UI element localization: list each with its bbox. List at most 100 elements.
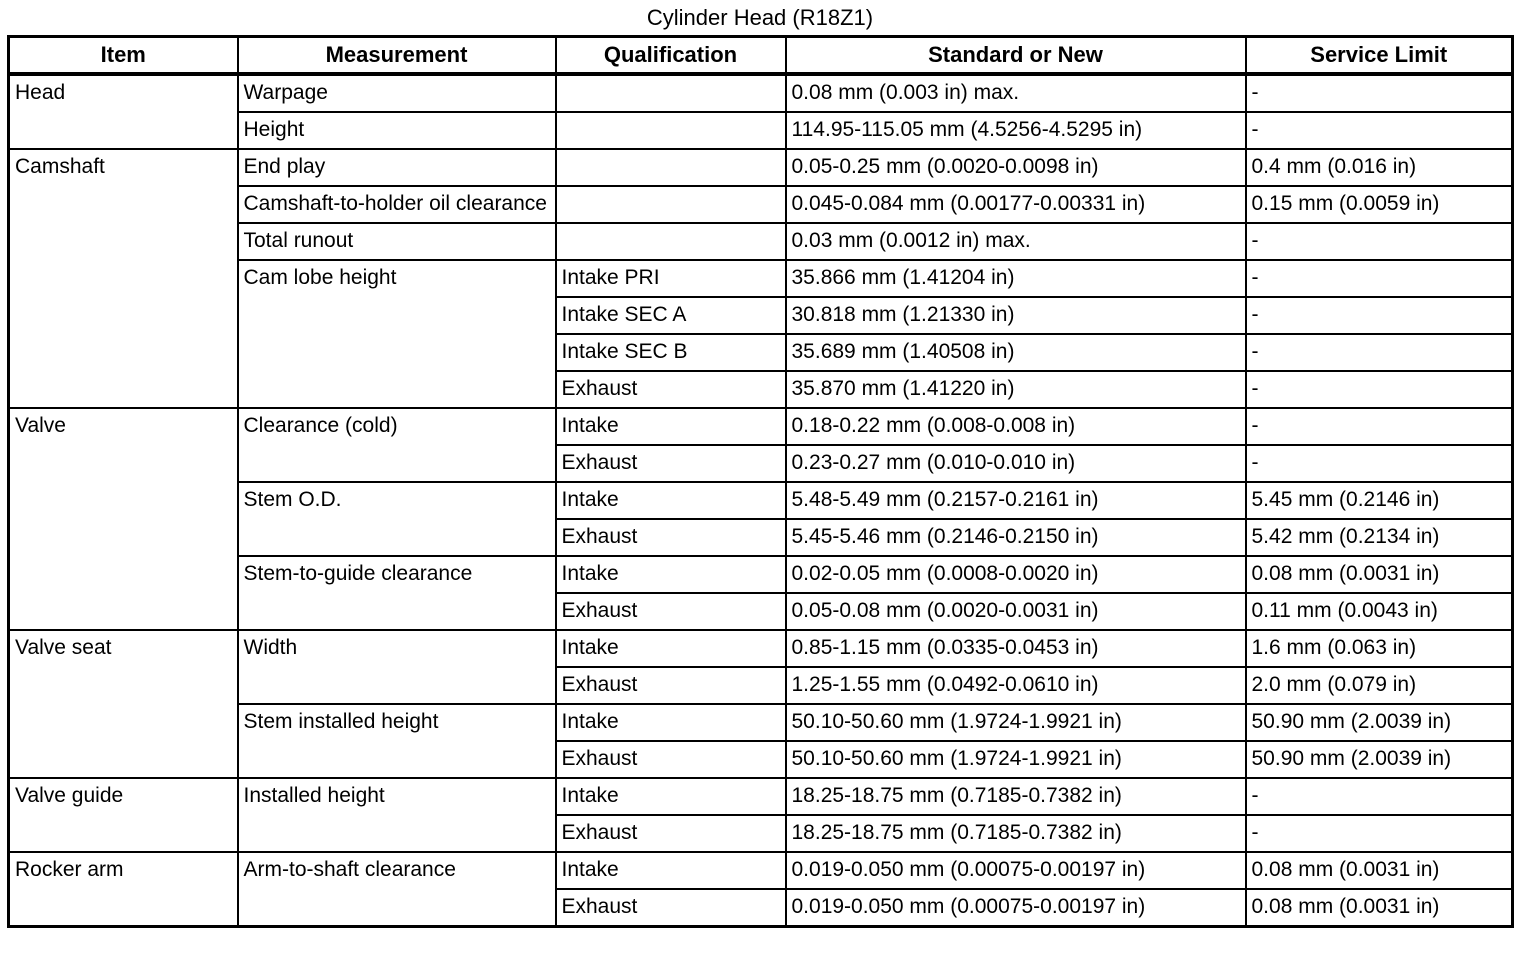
service-limit-cell: 5.45 mm (0.2146 in) — [1244, 481, 1514, 520]
item-cell: Rocker arm — [7, 851, 239, 928]
standard-cell: 0.08 mm (0.003 in) max. — [784, 73, 1247, 113]
qualification-cell: Intake PRI — [554, 259, 787, 298]
qualification-cell — [554, 73, 787, 113]
service-limit-cell: - — [1244, 296, 1514, 335]
service-limit-cell: 50.90 mm (2.0039 in) — [1244, 703, 1514, 742]
table-row: Height 114.95-115.05 mm (4.5256-4.5295 in… — [9, 111, 1514, 150]
table-row: Stem installed height Intake 50.10-50.60 m… — [9, 703, 1514, 779]
standard-cell: 30.818 mm (1.21330 in) — [784, 296, 1247, 335]
standard-cell: 0.045-0.084 mm (0.00177-0.00331 in) — [784, 185, 1247, 224]
table-row: Exhaust 5.45-5.46 mm (0.2146-0.2150 in) 5.… — [9, 518, 1514, 557]
qualification-cell: Intake — [554, 629, 787, 668]
table-row: Rocker arm Arm-to-shaft clearance Intake 0.… — [7, 851, 1514, 928]
qualification-cell — [554, 148, 787, 187]
table-row: Head Warpage 0.08 mm (0.003 in) max. - — [7, 73, 1514, 150]
qualification-cell — [554, 111, 787, 150]
table-row: Exhaust 50.10-50.60 mm (1.9724-1.9921 in)… — [9, 740, 1514, 779]
table-row: Exhaust 0.23-0.27 mm (0.010-0.010 in) - — [9, 444, 1514, 483]
column-header-qualification: Qualification — [554, 35, 787, 76]
measurement-cell: Stem O.D. — [236, 481, 557, 557]
qualification-cell: Exhaust — [554, 370, 787, 409]
table-row: Stem O.D. Intake 5.48-5.49 mm (0.2157-0.21… — [9, 481, 1514, 557]
table-row: Valve guide Installed height Intake 18.25-1… — [7, 777, 1514, 853]
table-row: Stem-to-guide clearance Intake 0.02-0.05 m… — [9, 555, 1514, 631]
table-row: Intake SEC B 35.689 mm (1.40508 in) - — [9, 333, 1514, 372]
service-limit-cell: - — [1244, 407, 1514, 446]
measurement-cell: Height — [236, 111, 557, 150]
service-limit-cell: - — [1244, 111, 1514, 150]
qualification-cell: Intake — [554, 777, 787, 816]
table-row: Exhaust 1.25-1.55 mm (0.0492-0.0610 in) 2.… — [9, 666, 1514, 705]
standard-cell: 18.25-18.75 mm (0.7185-0.7382 in) — [784, 777, 1247, 816]
table-row: Camshaft-to-holder oil clearance 0.045-0.… — [9, 185, 1514, 224]
standard-cell: 35.866 mm (1.41204 in) — [784, 259, 1247, 298]
service-limit-cell: - — [1244, 370, 1514, 409]
table-row: Exhaust 0.05-0.08 mm (0.0020-0.0031 in) 0.… — [9, 592, 1514, 631]
qualification-cell: Intake SEC B — [554, 333, 787, 372]
measurement-cell: Clearance (cold) — [236, 407, 557, 483]
standard-cell: 0.18-0.22 mm (0.008-0.008 in) — [784, 407, 1247, 446]
qualification-cell — [554, 185, 787, 224]
column-header-measurement: Measurement — [236, 35, 557, 76]
column-header-item: Item — [7, 35, 239, 76]
qualification-cell: Intake — [554, 555, 787, 594]
standard-cell: 0.02-0.05 mm (0.0008-0.0020 in) — [784, 555, 1247, 594]
service-limit-cell: - — [1244, 333, 1514, 372]
service-limit-cell: - — [1244, 814, 1514, 853]
table-row: Camshaft End play 0.05-0.25 mm (0.0020-0.0… — [7, 148, 1514, 409]
standard-cell: 0.019-0.050 mm (0.00075-0.00197 in) — [784, 851, 1247, 890]
standard-cell: 0.85-1.15 mm (0.0335-0.0453 in) — [784, 629, 1247, 668]
service-limit-cell: 0.4 mm (0.016 in) — [1244, 148, 1514, 187]
standard-cell: 0.23-0.27 mm (0.010-0.010 in) — [784, 444, 1247, 483]
qualification-cell — [554, 222, 787, 261]
standard-cell: 18.25-18.75 mm (0.7185-0.7382 in) — [784, 814, 1247, 853]
item-cell: Camshaft — [7, 148, 239, 409]
table-row: Valve seat Width Intake 0.85-1.15 mm (0.033… — [7, 629, 1514, 779]
service-limit-cell: 1.6 mm (0.063 in) — [1244, 629, 1514, 668]
measurement-cell: Total runout — [236, 222, 557, 261]
qualification-cell: Exhaust — [554, 814, 787, 853]
standard-cell: 0.05-0.08 mm (0.0020-0.0031 in) — [784, 592, 1247, 631]
qualification-cell: Intake — [554, 851, 787, 890]
service-limit-cell: 5.42 mm (0.2134 in) — [1244, 518, 1514, 557]
standard-cell: 35.870 mm (1.41220 in) — [784, 370, 1247, 409]
measurement-cell: Width — [236, 629, 557, 705]
item-cell: Valve — [7, 407, 239, 631]
table-row: Exhaust 0.019-0.050 mm (0.00075-0.00197 i… — [9, 888, 1514, 928]
item-cell: Valve seat — [7, 629, 239, 779]
standard-cell: 0.03 mm (0.0012 in) max. — [784, 222, 1247, 261]
service-limit-cell: 0.08 mm (0.0031 in) — [1244, 851, 1514, 890]
item-cell: Valve guide — [7, 777, 239, 853]
qualification-cell: Exhaust — [554, 444, 787, 483]
standard-cell: 50.10-50.60 mm (1.9724-1.9921 in) — [784, 740, 1247, 779]
standard-cell: 35.689 mm (1.40508 in) — [784, 333, 1247, 372]
table-row: Cam lobe height Intake PRI 35.866 mm (1.41… — [9, 259, 1514, 409]
standard-cell: 5.45-5.46 mm (0.2146-0.2150 in) — [784, 518, 1247, 557]
service-limit-cell: 0.15 mm (0.0059 in) — [1244, 185, 1514, 224]
item-cell: Head — [7, 73, 239, 150]
page-title: Cylinder Head (R18Z1) — [646, 5, 874, 30]
service-limit-cell: 2.0 mm (0.079 in) — [1244, 666, 1514, 705]
qualification-cell: Exhaust — [554, 888, 787, 928]
qualification-cell: Exhaust — [554, 592, 787, 631]
measurement-cell: Stem-to-guide clearance — [236, 555, 557, 631]
table-row: Intake SEC A 30.818 mm (1.21330 in) - — [9, 296, 1514, 335]
standard-cell: 50.10-50.60 mm (1.9724-1.9921 in) — [784, 703, 1247, 742]
column-header-standard-or-new: Standard or New — [784, 35, 1247, 76]
qualification-cell: Intake — [554, 703, 787, 742]
measurement-cell: Warpage — [236, 73, 557, 113]
service-limit-cell: 0.08 mm (0.0031 in) — [1244, 888, 1514, 928]
standard-cell: 0.05-0.25 mm (0.0020-0.0098 in) — [784, 148, 1247, 187]
service-limit-cell: - — [1244, 259, 1514, 298]
measurement-cell: Stem installed height — [236, 703, 557, 779]
qualification-cell: Exhaust — [554, 666, 787, 705]
service-limit-cell: - — [1244, 777, 1514, 816]
measurement-cell: Camshaft-to-holder oil clearance — [236, 185, 557, 224]
service-limit-cell: 50.90 mm (2.0039 in) — [1244, 740, 1514, 779]
measurement-cell: Cam lobe height — [236, 259, 557, 409]
table-row: Exhaust 18.25-18.75 mm (0.7185-0.7382 in)… — [9, 814, 1514, 853]
standard-cell: 0.019-0.050 mm (0.00075-0.00197 in) — [784, 888, 1247, 928]
service-limit-cell: - — [1244, 73, 1514, 113]
measurement-cell: Arm-to-shaft clearance — [236, 851, 557, 928]
table-row: Valve Clearance (cold) Intake 0.18-0.22 mm … — [7, 407, 1514, 631]
